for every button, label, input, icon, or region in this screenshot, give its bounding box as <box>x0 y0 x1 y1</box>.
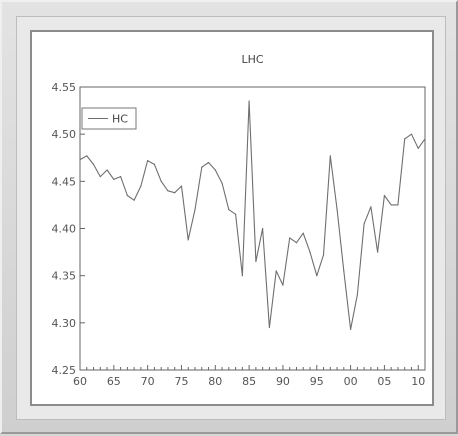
x-tick-label: 65 <box>107 375 121 388</box>
y-tick-label: 4.40 <box>52 223 77 236</box>
data-point <box>356 293 358 296</box>
data-point <box>180 185 183 187</box>
x-axis-ticks: 60 65 70 75 80 85 90 95 00 05 10 <box>73 365 426 388</box>
data-point <box>289 237 291 239</box>
data-point <box>228 209 230 211</box>
x-tick-label: 80 <box>208 375 222 388</box>
data-point <box>349 328 352 331</box>
data-point <box>309 251 311 253</box>
x-tick-label: 95 <box>310 375 324 388</box>
x-tick-label: 60 <box>73 375 87 388</box>
data-point <box>417 147 419 149</box>
data-point <box>126 194 128 197</box>
data-point <box>201 166 203 168</box>
data-point <box>255 260 257 263</box>
data-point <box>424 138 426 140</box>
x-tick-label: 90 <box>276 375 290 388</box>
data-point <box>119 176 122 178</box>
data-point <box>248 100 250 102</box>
series-line-hc <box>79 100 426 330</box>
data-point <box>167 190 169 192</box>
data-point <box>153 163 156 165</box>
data-point <box>174 192 176 194</box>
x-tick-label: 85 <box>242 375 256 388</box>
x-tick-label: 75 <box>174 375 188 388</box>
series-layer <box>79 100 426 331</box>
data-point <box>147 159 149 162</box>
legend-label-hc: HC <box>112 113 128 126</box>
y-axis-ticks: 4.25 4.30 4.35 4.40 4.45 4.50 4.55 <box>52 81 85 377</box>
data-point <box>99 176 101 178</box>
data-point <box>221 182 223 184</box>
y-tick-label: 4.30 <box>52 317 77 330</box>
data-point <box>322 254 325 256</box>
data-point <box>370 206 372 208</box>
data-point <box>234 213 237 215</box>
data-point <box>214 169 216 171</box>
data-point <box>79 159 81 161</box>
data-point <box>187 239 189 241</box>
y-tick-label: 4.55 <box>52 81 77 94</box>
data-point <box>404 138 406 140</box>
data-point <box>302 232 304 234</box>
data-point <box>194 209 196 211</box>
x-tick-label: 00 <box>344 375 358 388</box>
data-point <box>316 275 318 277</box>
data-point <box>133 199 135 201</box>
y-tick-label: 4.35 <box>52 270 77 283</box>
data-point <box>363 223 365 225</box>
chart-title: LHC <box>241 53 263 66</box>
data-point <box>343 270 345 272</box>
x-tick-label: 05 <box>377 375 391 388</box>
data-point <box>275 270 277 272</box>
data-point <box>113 178 115 181</box>
x-tick-label: 70 <box>141 375 155 388</box>
data-point <box>397 204 399 206</box>
data-point <box>410 133 413 135</box>
data-point <box>383 194 386 197</box>
data-point <box>390 204 392 206</box>
y-tick-label: 4.50 <box>52 128 77 141</box>
data-point <box>295 242 298 244</box>
data-point <box>262 227 264 230</box>
data-point <box>377 251 379 253</box>
data-point <box>92 163 95 165</box>
data-point <box>207 161 210 164</box>
legend: HC <box>81 107 137 130</box>
data-point <box>241 275 243 277</box>
data-point <box>106 169 108 171</box>
data-point <box>329 155 331 157</box>
data-point <box>160 180 162 182</box>
x-tick-label: 10 <box>411 375 425 388</box>
data-point <box>282 284 284 286</box>
data-point <box>86 155 88 157</box>
y-tick-label: 4.25 <box>52 364 77 377</box>
y-tick-label: 4.45 <box>52 175 77 188</box>
data-point <box>336 209 338 211</box>
data-point <box>268 326 271 329</box>
legend-box <box>81 107 137 130</box>
data-point <box>140 185 142 187</box>
